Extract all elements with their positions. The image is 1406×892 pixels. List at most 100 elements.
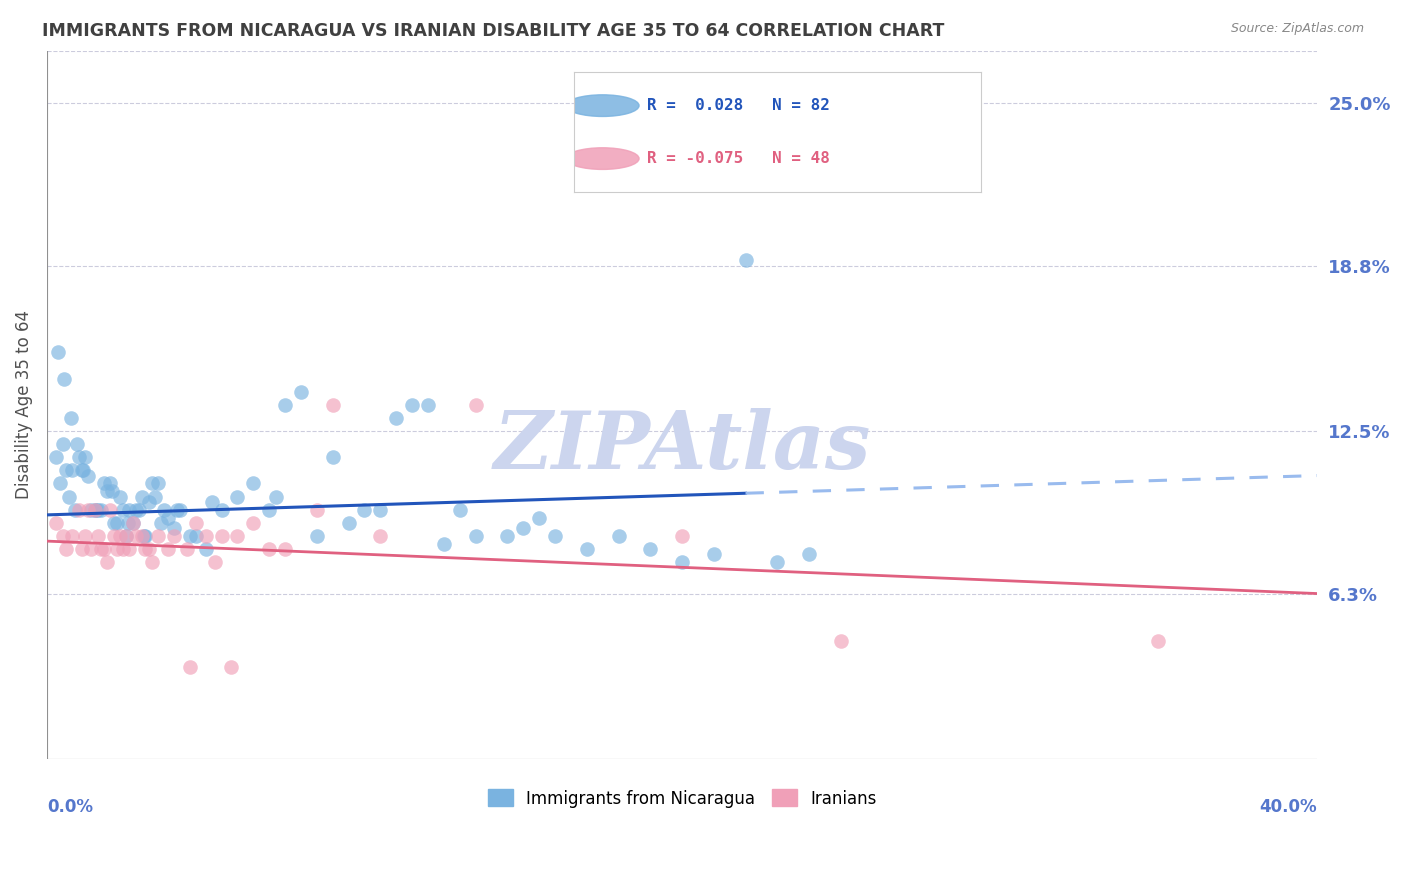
Point bbox=[734, 253, 756, 268]
Point bbox=[797, 547, 820, 561]
Point bbox=[169, 502, 191, 516]
Point bbox=[73, 529, 96, 543]
Point bbox=[66, 437, 89, 451]
Point bbox=[103, 516, 125, 530]
Point bbox=[138, 541, 160, 556]
Point bbox=[83, 502, 105, 516]
Text: IMMIGRANTS FROM NICARAGUA VS IRANIAN DISABILITY AGE 35 TO 64 CORRELATION CHART: IMMIGRANTS FROM NICARAGUA VS IRANIAN DIS… bbox=[42, 22, 945, 40]
Point bbox=[163, 521, 186, 535]
Point bbox=[150, 516, 173, 530]
Point bbox=[58, 490, 80, 504]
Point bbox=[512, 521, 534, 535]
Point bbox=[1147, 633, 1170, 648]
Point bbox=[703, 547, 725, 561]
Point bbox=[527, 510, 550, 524]
Point bbox=[121, 516, 143, 530]
Point bbox=[48, 476, 70, 491]
Point bbox=[370, 502, 392, 516]
Point bbox=[118, 502, 141, 516]
Point bbox=[100, 476, 122, 491]
Point bbox=[219, 660, 242, 674]
Point bbox=[96, 555, 118, 569]
Point bbox=[156, 510, 179, 524]
Point bbox=[274, 541, 297, 556]
Point bbox=[163, 529, 186, 543]
Point bbox=[67, 502, 90, 516]
Point bbox=[671, 529, 693, 543]
Point bbox=[112, 541, 135, 556]
Point bbox=[90, 502, 112, 516]
Point bbox=[55, 541, 77, 556]
Point bbox=[146, 529, 169, 543]
Point bbox=[242, 516, 264, 530]
Legend: Immigrants from Nicaragua, Iranians: Immigrants from Nicaragua, Iranians bbox=[481, 782, 883, 814]
Point bbox=[84, 502, 107, 516]
Point bbox=[80, 502, 103, 516]
Text: Source: ZipAtlas.com: Source: ZipAtlas.com bbox=[1230, 22, 1364, 36]
Point bbox=[830, 633, 852, 648]
Text: 40.0%: 40.0% bbox=[1260, 797, 1317, 815]
Point bbox=[96, 484, 118, 499]
Point bbox=[77, 502, 100, 516]
Point bbox=[211, 502, 233, 516]
Point bbox=[59, 410, 82, 425]
Point bbox=[70, 541, 93, 556]
Point bbox=[433, 537, 456, 551]
Point bbox=[257, 541, 280, 556]
Point bbox=[131, 490, 153, 504]
Point bbox=[274, 398, 297, 412]
Point bbox=[305, 529, 328, 543]
Point bbox=[322, 450, 344, 465]
Point bbox=[103, 529, 125, 543]
Point bbox=[671, 555, 693, 569]
Point bbox=[132, 529, 155, 543]
Point bbox=[153, 502, 176, 516]
Point bbox=[100, 502, 122, 516]
Point bbox=[226, 529, 249, 543]
Point bbox=[186, 516, 208, 530]
Point bbox=[464, 398, 486, 412]
Point bbox=[638, 541, 661, 556]
Point bbox=[464, 529, 486, 543]
Point bbox=[138, 495, 160, 509]
Point bbox=[52, 437, 75, 451]
Point bbox=[117, 516, 139, 530]
Point bbox=[134, 541, 156, 556]
Point bbox=[544, 529, 567, 543]
Point bbox=[143, 490, 166, 504]
Point bbox=[242, 476, 264, 491]
Point bbox=[112, 502, 135, 516]
Point bbox=[211, 529, 233, 543]
Point bbox=[101, 484, 124, 499]
Point bbox=[73, 450, 96, 465]
Point bbox=[72, 463, 94, 477]
Point bbox=[46, 345, 69, 359]
Point bbox=[45, 516, 67, 530]
Point bbox=[83, 502, 105, 516]
Point bbox=[108, 490, 131, 504]
Point bbox=[80, 541, 103, 556]
Point bbox=[186, 529, 208, 543]
Point bbox=[575, 541, 598, 556]
Point bbox=[766, 555, 789, 569]
Point bbox=[67, 450, 90, 465]
Point bbox=[121, 516, 143, 530]
Point bbox=[125, 529, 148, 543]
Point bbox=[53, 371, 76, 385]
Point bbox=[141, 555, 163, 569]
Point bbox=[194, 541, 217, 556]
Point bbox=[52, 529, 75, 543]
Point bbox=[179, 529, 201, 543]
Point bbox=[401, 398, 423, 412]
Point bbox=[305, 502, 328, 516]
Point bbox=[353, 502, 375, 516]
Point bbox=[194, 529, 217, 543]
Point bbox=[290, 384, 312, 399]
Point bbox=[55, 463, 77, 477]
Point bbox=[128, 502, 150, 516]
Point bbox=[166, 502, 188, 516]
Point bbox=[607, 529, 630, 543]
Point bbox=[105, 516, 128, 530]
Point bbox=[449, 502, 471, 516]
Point bbox=[118, 541, 141, 556]
